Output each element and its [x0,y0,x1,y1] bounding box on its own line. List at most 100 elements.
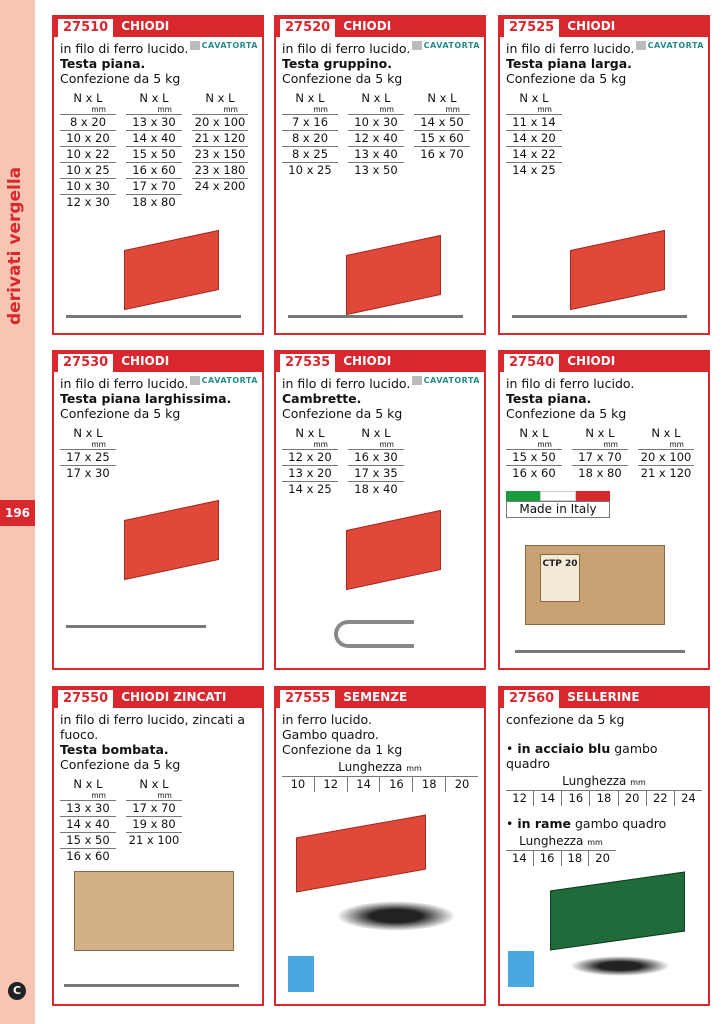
size-cell: 15 x 50 [126,147,182,163]
col-header: N x L [361,91,391,105]
size-cell: 16 x 60 [66,849,110,863]
product-card-27535: 27535 CHIODI CAVATORTA in filo di ferro luc… [274,350,486,670]
card-header: 27550 CHIODI ZINCATI [54,686,262,708]
size-cell: 16 x 30 [348,450,404,466]
size-cell: 17 x 30 [66,466,110,480]
head-type: Cambrette. [282,391,362,406]
blue-bag-image [288,956,314,992]
head-type: Testa bombata. [60,742,169,757]
size-cell: 13 x 50 [354,163,398,177]
head-type: Testa gruppino. [282,56,392,71]
description: in ferro lucido. [282,712,372,727]
brand-logo: CAVATORTA [411,376,480,385]
size-cell: 17 x 70 [572,450,628,466]
brand-logo: CAVATORTA [411,41,480,50]
size-cell: 13 x 40 [348,147,404,163]
size-cell: 18 x 80 [578,466,622,480]
length-cell: 16 [561,791,589,806]
size-cell: 18 x 40 [354,482,398,496]
size-cell: 21 x 120 [640,466,692,480]
nail-image [66,315,241,318]
length-cell: 18 [560,851,589,866]
col-unit: mm [572,440,628,450]
description: in filo di ferro lucido, zincati a fuoco… [60,712,245,742]
size-cell: 16 x 60 [512,466,556,480]
size-cell: 15 x 50 [60,833,116,849]
package-info: Confezione da 5 kg [282,71,403,86]
col-unit: mm [192,105,248,115]
col-unit: mm [282,440,338,450]
col-unit: mm [60,105,116,115]
col-header: N x L [651,426,681,440]
size-cell: 13 x 30 [126,115,182,131]
package-info: Confezione da 5 kg [60,757,181,772]
product-card-27560: 27560 SELLERINE confezione da 5 kg • in acc… [498,686,710,1006]
made-in-italy-label: Made in Italy [506,501,610,518]
size-cell: 7 x 16 [282,115,338,131]
section-title: derivati vergella [5,166,25,325]
italy-flag-icon [506,491,610,501]
size-cell: 8 x 25 [282,147,338,163]
col-header: N x L [519,426,549,440]
description: in filo di ferro lucido. [282,41,411,56]
length-table: 12 14 16 18 20 22 24 [506,790,702,806]
description: in filo di ferro lucido. [60,376,189,391]
length-cell: 16 [379,777,412,792]
card-header: 27530 CHIODI [54,350,262,372]
product-code: 27520 [280,18,336,37]
size-cell: 12 x 40 [348,131,404,147]
col-header: N x L [73,91,103,105]
col-unit: mm [348,105,404,115]
size-cell: 8 x 20 [282,131,338,147]
box-label: CTP 20 [540,554,580,602]
material: in rame [517,816,571,831]
shank: gambo quadro [574,816,667,831]
nail-image [515,650,685,653]
col-unit: mm [60,791,116,801]
description: Confezione da 1 kg [282,742,403,757]
product-box-image [346,234,441,316]
col-header: N x L [295,426,325,440]
product-card-27510: 27510 CHIODI CAVATORTA in filo di ferro luc… [52,15,264,335]
size-cell: 17 x 25 [60,450,116,466]
product-name: CHIODI ZINCATI [121,690,227,704]
package-info: Confezione da 5 kg [282,406,403,421]
size-cell: 10 x 25 [60,163,116,179]
col-unit: mm [282,105,338,115]
col-unit: mm [348,440,404,450]
description: Gambo quadro. [282,727,379,742]
size-cell: 15 x 50 [506,450,562,466]
size-cell: 15 x 60 [414,131,470,147]
length-cell: 14 [533,791,561,806]
col-unit: mm [60,440,116,450]
product-code: 27540 [504,353,560,372]
product-box-image [124,499,219,581]
length-cell: 16 [532,851,561,866]
length-label: Lunghezza [562,774,627,788]
col-header: N x L [585,426,615,440]
length-cell: 12 [512,791,527,805]
length-cell: 20 [617,791,646,806]
length-unit: mm [587,838,603,847]
size-cell: 17 x 35 [348,466,404,482]
length-unit: mm [406,764,422,773]
card-header: 27520 CHIODI [276,15,484,37]
length-cell: 14 [346,777,380,792]
size-cell: 16 x 70 [420,147,464,161]
length-cell: 10 [290,777,306,791]
description: in filo di ferro lucido. [282,376,411,391]
product-card-27540: 27540 CHIODI in filo di ferro lucido. Testa… [498,350,710,670]
cardboard-box-image: CTP 20 [525,545,665,625]
size-cell: 23 x 180 [192,163,248,179]
col-header: N x L [205,91,235,105]
package-info: Confezione da 5 kg [60,71,181,86]
product-name: SEMENZE [343,690,408,704]
length-cell: 20 [445,777,478,792]
description: confezione da 5 kg [506,712,625,727]
length-cell: 24 [673,791,702,806]
page-number: 196 [0,500,35,526]
length-cell: 22 [645,791,674,806]
size-cell: 11 x 14 [506,115,562,131]
